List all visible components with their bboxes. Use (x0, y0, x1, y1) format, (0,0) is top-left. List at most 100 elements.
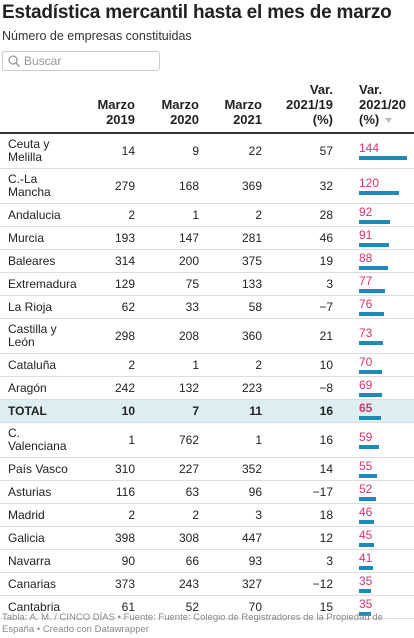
number-cell: 18 (266, 503, 337, 527)
number-cell: 3 (203, 503, 266, 527)
number-cell: 90 (80, 549, 139, 573)
region-cell: Andalucia (0, 203, 80, 227)
number-cell: 369 (203, 168, 266, 204)
number-cell: 168 (139, 168, 203, 204)
number-cell: −12 (266, 572, 337, 596)
number-cell: 298 (80, 318, 139, 354)
number-cell: 10 (266, 353, 337, 377)
number-cell: 75 (139, 272, 203, 296)
bar (359, 266, 389, 270)
number-cell: 46 (266, 226, 337, 250)
region-cell: Castilla y León (0, 318, 80, 354)
region-cell: Baleares (0, 249, 80, 273)
number-cell: 1 (80, 422, 139, 458)
bar-wrap: 88 (359, 252, 410, 270)
region-cell: C.-La Mancha (0, 168, 80, 204)
number-cell: 32 (266, 168, 337, 204)
number-cell: 227 (139, 457, 203, 481)
bar-wrap: 73 (359, 327, 410, 345)
bar-cell: 92 (337, 203, 414, 227)
bar-value: 41 (359, 551, 373, 565)
region-cell: Ceuta y Melilla (0, 133, 80, 169)
bar (359, 520, 375, 524)
table-row: Madrid 2 2 3 18 46 (0, 503, 414, 527)
number-cell: 2 (80, 353, 139, 377)
number-cell: 373 (80, 572, 139, 596)
table-row: Navarra 90 66 93 3 41 (0, 549, 414, 573)
number-cell: 243 (139, 572, 203, 596)
number-cell: 1 (139, 203, 203, 227)
bar (359, 445, 379, 449)
number-cell: 281 (203, 226, 266, 250)
column-header-text: Var. 2021/19 (%) (286, 82, 333, 127)
number-cell: 116 (80, 480, 139, 504)
number-cell: 2 (139, 503, 203, 527)
region-cell: Aragón (0, 376, 80, 400)
number-cell: 93 (203, 549, 266, 573)
region-cell: TOTAL (0, 399, 80, 423)
number-cell: 360 (203, 318, 266, 354)
number-cell: 14 (266, 457, 337, 481)
table-row: C. Valenciana 1 762 1 16 59 (0, 422, 414, 458)
bar-value: 120 (359, 176, 380, 190)
column-header: Marzo 2020 (139, 82, 203, 134)
number-cell: 310 (80, 457, 139, 481)
bar (359, 243, 390, 247)
number-cell: −17 (266, 480, 337, 504)
bar-cell: 41 (337, 549, 414, 573)
number-cell: 66 (139, 549, 203, 573)
bar-value: 92 (359, 205, 373, 219)
bar-wrap: 144 (359, 142, 410, 160)
number-cell: 14 (80, 133, 139, 169)
number-cell: 308 (139, 526, 203, 550)
number-cell: 16 (266, 399, 337, 423)
bar-wrap: 45 (359, 529, 410, 547)
number-cell: 129 (80, 272, 139, 296)
bar-value: 70 (359, 355, 373, 369)
number-cell: 21 (266, 318, 337, 354)
number-cell: 33 (139, 295, 203, 319)
number-cell: 52 (139, 595, 203, 619)
column-header-text: Var. 2021/20 (%) (359, 82, 406, 127)
table-row: Cataluña 2 1 2 10 70 (0, 353, 414, 377)
bar-wrap: 92 (359, 206, 410, 224)
number-cell: 2 (80, 203, 139, 227)
number-cell: 447 (203, 526, 266, 550)
table-row: Baleares 314 200 375 19 88 (0, 249, 414, 273)
region-cell: C. Valenciana (0, 422, 80, 458)
bar-cell: 55 (337, 457, 414, 481)
search-icon (8, 55, 20, 67)
bar-cell: 59 (337, 422, 414, 458)
number-cell: 762 (139, 422, 203, 458)
number-cell: 375 (203, 249, 266, 273)
region-cell: Navarra (0, 549, 80, 573)
subtitle: Número de empresas constituidas (2, 29, 192, 43)
bar (359, 589, 371, 593)
bar-value: 46 (359, 505, 373, 519)
bar-value: 69 (359, 378, 373, 392)
number-cell: 61 (80, 595, 139, 619)
table-row: La Rioja 62 33 58 −7 76 (0, 295, 414, 319)
number-cell: 70 (203, 595, 266, 619)
region-cell: Canarias (0, 572, 80, 596)
search-box[interactable]: Buscar (2, 51, 160, 71)
column-header: Marzo 2019 (80, 82, 139, 134)
region-cell: Extremadura (0, 272, 80, 296)
number-cell: 28 (266, 203, 337, 227)
number-cell: 3 (266, 272, 337, 296)
table-row: Ceuta y Melilla 14 9 22 57 144 (0, 133, 414, 169)
bar-cell: 65 (337, 399, 414, 423)
number-cell: 314 (80, 249, 139, 273)
region-cell: País Vasco (0, 457, 80, 481)
bar (359, 220, 390, 224)
table-row: Aragón 242 132 223 −8 69 (0, 376, 414, 400)
sort-arrow[interactable] (384, 116, 394, 124)
bar-cell: 88 (337, 249, 414, 273)
number-cell: 19 (266, 249, 337, 273)
data-table: Marzo 2019 Marzo 2020 Marzo 2021 Var. 2021/… (0, 82, 414, 619)
bar-wrap: 35 (359, 598, 410, 616)
number-cell: 62 (80, 295, 139, 319)
bar-value: 144 (359, 141, 380, 155)
bar-wrap: 91 (359, 229, 410, 247)
